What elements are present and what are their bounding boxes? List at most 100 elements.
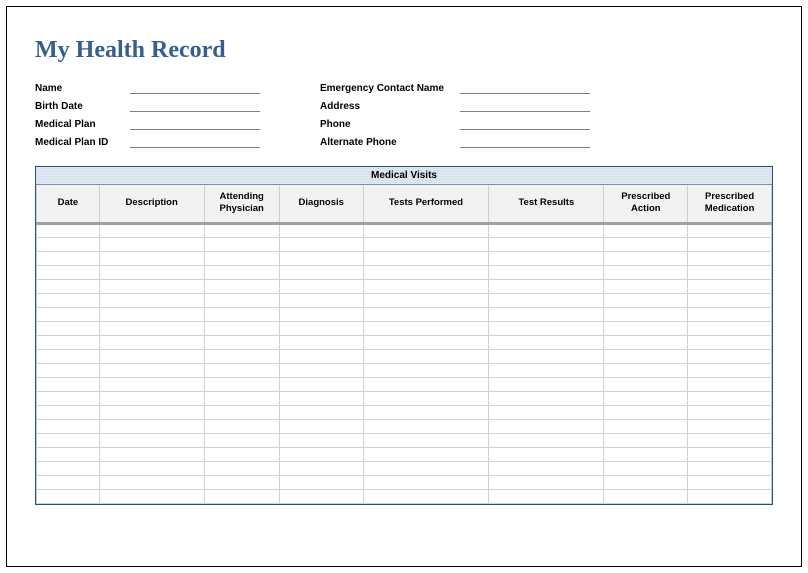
table-cell[interactable] bbox=[279, 377, 363, 391]
table-cell[interactable] bbox=[688, 265, 772, 279]
table-cell[interactable] bbox=[99, 447, 204, 461]
table-cell[interactable] bbox=[489, 475, 604, 489]
table-cell[interactable] bbox=[604, 223, 688, 237]
table-cell[interactable] bbox=[37, 433, 100, 447]
table-cell[interactable] bbox=[489, 419, 604, 433]
table-cell[interactable] bbox=[489, 433, 604, 447]
table-cell[interactable] bbox=[99, 251, 204, 265]
table-cell[interactable] bbox=[363, 461, 489, 475]
table-cell[interactable] bbox=[363, 419, 489, 433]
table-cell[interactable] bbox=[37, 405, 100, 419]
table-cell[interactable] bbox=[37, 475, 100, 489]
table-cell[interactable] bbox=[363, 335, 489, 349]
table-cell[interactable] bbox=[99, 461, 204, 475]
table-cell[interactable] bbox=[37, 279, 100, 293]
table-cell[interactable] bbox=[279, 265, 363, 279]
table-cell[interactable] bbox=[688, 349, 772, 363]
table-cell[interactable] bbox=[204, 461, 279, 475]
table-cell[interactable] bbox=[489, 321, 604, 335]
table-cell[interactable] bbox=[363, 237, 489, 251]
table-cell[interactable] bbox=[363, 349, 489, 363]
table-cell[interactable] bbox=[604, 279, 688, 293]
table-cell[interactable] bbox=[279, 349, 363, 363]
table-cell[interactable] bbox=[204, 377, 279, 391]
table-cell[interactable] bbox=[363, 475, 489, 489]
input-medical-plan[interactable] bbox=[130, 118, 260, 130]
table-cell[interactable] bbox=[37, 349, 100, 363]
table-cell[interactable] bbox=[489, 251, 604, 265]
table-cell[interactable] bbox=[279, 405, 363, 419]
table-cell[interactable] bbox=[99, 321, 204, 335]
table-cell[interactable] bbox=[489, 265, 604, 279]
table-cell[interactable] bbox=[99, 377, 204, 391]
table-cell[interactable] bbox=[204, 475, 279, 489]
table-cell[interactable] bbox=[204, 321, 279, 335]
table-cell[interactable] bbox=[363, 447, 489, 461]
table-cell[interactable] bbox=[489, 489, 604, 503]
table-cell[interactable] bbox=[604, 405, 688, 419]
table-cell[interactable] bbox=[204, 251, 279, 265]
table-cell[interactable] bbox=[37, 307, 100, 321]
table-cell[interactable] bbox=[363, 251, 489, 265]
table-cell[interactable] bbox=[489, 377, 604, 391]
table-cell[interactable] bbox=[279, 279, 363, 293]
input-phone[interactable] bbox=[460, 118, 590, 130]
table-cell[interactable] bbox=[363, 433, 489, 447]
table-cell[interactable] bbox=[99, 349, 204, 363]
table-cell[interactable] bbox=[204, 237, 279, 251]
table-cell[interactable] bbox=[363, 265, 489, 279]
table-cell[interactable] bbox=[279, 237, 363, 251]
table-cell[interactable] bbox=[604, 307, 688, 321]
table-cell[interactable] bbox=[688, 377, 772, 391]
table-cell[interactable] bbox=[688, 237, 772, 251]
table-cell[interactable] bbox=[688, 419, 772, 433]
table-cell[interactable] bbox=[99, 433, 204, 447]
table-cell[interactable] bbox=[604, 433, 688, 447]
table-cell[interactable] bbox=[489, 391, 604, 405]
table-cell[interactable] bbox=[37, 321, 100, 335]
table-cell[interactable] bbox=[99, 405, 204, 419]
input-alternate-phone[interactable] bbox=[460, 136, 590, 148]
table-cell[interactable] bbox=[204, 223, 279, 237]
table-cell[interactable] bbox=[204, 279, 279, 293]
table-cell[interactable] bbox=[204, 265, 279, 279]
table-cell[interactable] bbox=[688, 391, 772, 405]
table-cell[interactable] bbox=[604, 363, 688, 377]
table-cell[interactable] bbox=[99, 419, 204, 433]
table-cell[interactable] bbox=[37, 447, 100, 461]
table-cell[interactable] bbox=[363, 279, 489, 293]
table-cell[interactable] bbox=[489, 405, 604, 419]
table-cell[interactable] bbox=[363, 377, 489, 391]
table-cell[interactable] bbox=[604, 335, 688, 349]
table-cell[interactable] bbox=[279, 251, 363, 265]
table-cell[interactable] bbox=[604, 251, 688, 265]
table-cell[interactable] bbox=[37, 265, 100, 279]
table-cell[interactable] bbox=[99, 489, 204, 503]
table-cell[interactable] bbox=[279, 307, 363, 321]
table-cell[interactable] bbox=[37, 377, 100, 391]
table-cell[interactable] bbox=[99, 307, 204, 321]
table-cell[interactable] bbox=[688, 461, 772, 475]
table-cell[interactable] bbox=[37, 223, 100, 237]
table-cell[interactable] bbox=[363, 223, 489, 237]
table-cell[interactable] bbox=[37, 489, 100, 503]
table-cell[interactable] bbox=[604, 265, 688, 279]
table-cell[interactable] bbox=[604, 349, 688, 363]
table-cell[interactable] bbox=[99, 335, 204, 349]
input-address[interactable] bbox=[460, 100, 590, 112]
table-cell[interactable] bbox=[489, 461, 604, 475]
table-cell[interactable] bbox=[279, 293, 363, 307]
table-cell[interactable] bbox=[363, 405, 489, 419]
table-cell[interactable] bbox=[604, 237, 688, 251]
table-cell[interactable] bbox=[489, 293, 604, 307]
table-cell[interactable] bbox=[204, 335, 279, 349]
table-cell[interactable] bbox=[604, 447, 688, 461]
table-cell[interactable] bbox=[363, 363, 489, 377]
table-cell[interactable] bbox=[489, 335, 604, 349]
table-cell[interactable] bbox=[688, 321, 772, 335]
table-cell[interactable] bbox=[279, 391, 363, 405]
table-cell[interactable] bbox=[604, 419, 688, 433]
table-cell[interactable] bbox=[279, 335, 363, 349]
table-cell[interactable] bbox=[688, 363, 772, 377]
table-cell[interactable] bbox=[37, 363, 100, 377]
